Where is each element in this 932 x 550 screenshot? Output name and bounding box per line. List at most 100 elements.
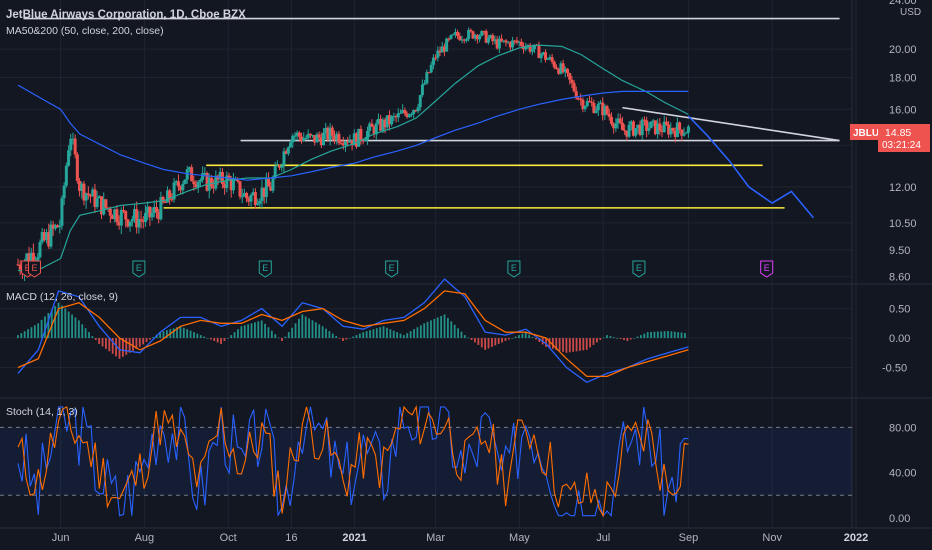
macd-histogram-bar [277, 337, 280, 339]
candle-body [559, 63, 563, 74]
macd-histogram-bar [267, 327, 270, 339]
macd-histogram-bar [348, 338, 351, 339]
stoch-indicator-label[interactable]: Stoch (14, 1, 3) [6, 406, 78, 418]
macd-histogram-bar [54, 306, 57, 339]
candle-body [651, 120, 655, 122]
candle-body [607, 114, 611, 117]
macd-histogram-bar [94, 338, 97, 341]
candle-body [493, 39, 497, 42]
projection-line[interactable] [687, 115, 815, 219]
x-tick-label: Aug [135, 532, 155, 544]
candle-body [209, 177, 213, 187]
macd-histogram-bar [386, 327, 388, 339]
macd-histogram-bar [551, 338, 554, 349]
macd-histogram-bar [507, 338, 510, 340]
candle-body [555, 67, 559, 69]
candle-body [370, 123, 374, 127]
earnings-marker-badge [132, 260, 146, 278]
candle-body [678, 122, 682, 130]
x-tick-label: 16 [285, 532, 297, 544]
macd-histogram-bar [165, 330, 168, 339]
macd-histogram-bar [257, 321, 260, 339]
macd-histogram-bar [656, 331, 659, 339]
macd-histogram-bar [419, 325, 422, 339]
ma-indicator-label[interactable]: MA50&200 (50, close, 200, close) [6, 25, 164, 37]
candle-body [570, 79, 574, 84]
candle-body [143, 212, 147, 222]
macd-histogram-bar [430, 320, 432, 339]
stoch-pane[interactable] [0, 405, 852, 518]
candle-body [176, 181, 180, 187]
candle-body [568, 73, 572, 80]
candle-body [212, 186, 216, 189]
candle-body [78, 180, 82, 191]
ma50-line[interactable] [18, 44, 689, 272]
candle-body [574, 91, 578, 99]
candle-body [337, 133, 341, 143]
macd-histogram-bar [254, 322, 256, 339]
candle-body [58, 225, 62, 228]
macd-indicator-label[interactable]: MACD (12, 26, close, 9) [6, 291, 118, 303]
macd-histogram-bar [443, 314, 446, 339]
macd-histogram-bar [447, 317, 449, 339]
macd-histogram-bar [474, 338, 476, 343]
stoch-k-line[interactable] [17, 406, 689, 517]
candle-body [159, 197, 163, 220]
candle-body [45, 232, 49, 241]
candle-body [537, 45, 541, 59]
macd-line[interactable] [17, 278, 689, 384]
descending-trendline [622, 106, 840, 142]
candle-body [262, 187, 266, 197]
macd-histogram-bar [44, 316, 46, 339]
candle-body [361, 140, 365, 142]
candle-body [111, 215, 115, 220]
candle-body [530, 49, 534, 52]
macd-histogram-bar [111, 338, 114, 354]
macd-histogram-bar [338, 338, 341, 339]
macd-histogram-bar [74, 317, 77, 339]
candle-body [249, 195, 253, 202]
stoch-d-line[interactable] [17, 405, 689, 518]
candle-body [394, 116, 398, 118]
candle-body [385, 115, 389, 128]
candle-body [675, 122, 679, 137]
candle-body [269, 186, 273, 191]
candle-body [625, 130, 629, 137]
candle-body [581, 99, 585, 109]
candle-body [596, 103, 600, 111]
stoch-tick-label: 40.00 [889, 468, 917, 480]
macd-pane[interactable] [17, 278, 689, 384]
macd-histogram-bar [203, 336, 206, 339]
macd-histogram-bar [138, 338, 141, 347]
ma200-line[interactable] [17, 84, 689, 181]
symbol-title[interactable]: JetBlue Airways Corporation, 1D, Cboe BZ… [6, 9, 246, 21]
macd-histogram-bar [413, 329, 415, 339]
candle-body [405, 113, 409, 118]
candle-body [605, 106, 609, 115]
macd-histogram-bar [125, 338, 128, 355]
candle-body [627, 124, 631, 137]
candle-body [326, 127, 330, 140]
candle-body [453, 31, 457, 35]
candle-body [365, 131, 369, 141]
macd-histogram-bar [463, 335, 466, 339]
signal-line[interactable] [17, 290, 689, 378]
candle-body [60, 198, 64, 226]
candle-body [69, 138, 73, 151]
x-tick-label: Jul [596, 532, 610, 544]
macd-histogram-bar [118, 338, 121, 359]
price-series[interactable] [16, 27, 815, 282]
x-tick-label: Jun [52, 532, 70, 544]
candle-body [513, 40, 517, 42]
candle-body [374, 123, 378, 135]
macd-histogram-bar [646, 332, 649, 339]
candle-body [418, 95, 422, 108]
macd-histogram-bar [213, 338, 216, 341]
macd-histogram-bar [352, 336, 354, 339]
candle-body [89, 194, 93, 197]
candle-body [449, 35, 453, 39]
candle-body [500, 38, 504, 42]
candle-body [192, 181, 196, 185]
macd-histogram-bar [477, 338, 480, 345]
